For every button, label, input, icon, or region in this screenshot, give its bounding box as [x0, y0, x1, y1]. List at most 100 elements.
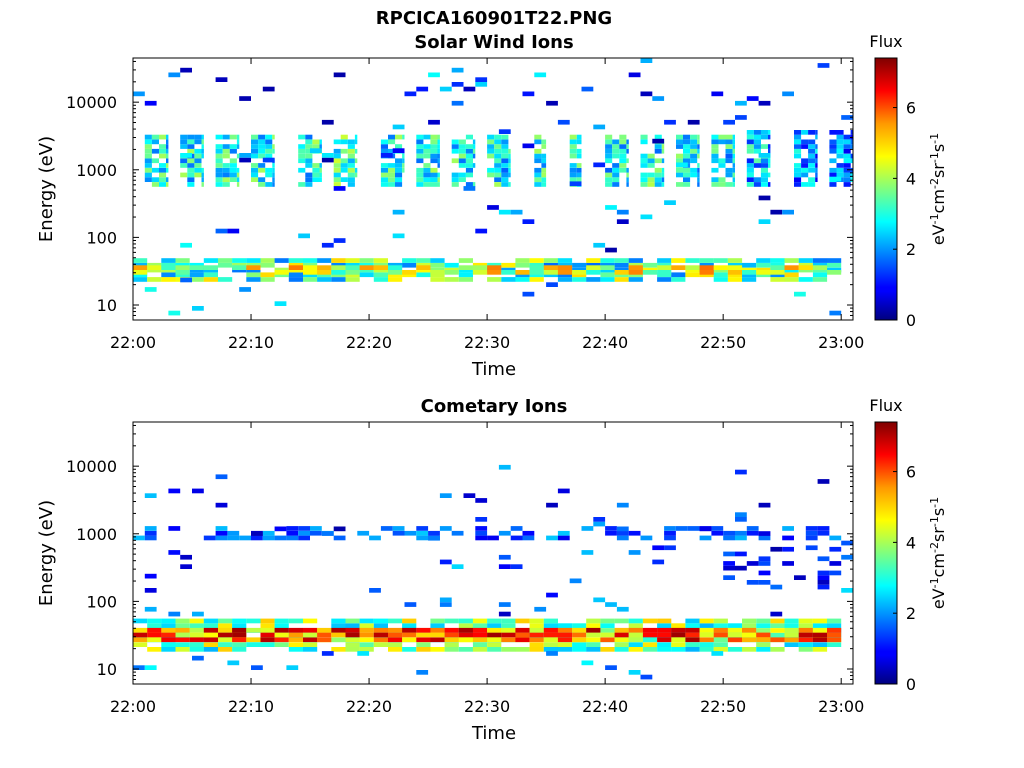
colorbar-tick-label: 4: [906, 533, 916, 552]
heatmap-cell: [600, 628, 615, 633]
heatmap-cell: [331, 270, 346, 275]
heatmap-cell: [850, 158, 853, 164]
heatmap-cell: [144, 573, 157, 579]
heatmap-cell: [147, 647, 162, 652]
heatmap-cell: [416, 167, 424, 173]
heatmap-cell: [201, 148, 204, 154]
heatmap-cell: [274, 637, 289, 643]
heatmap-cell: [711, 530, 724, 536]
heatmap-cell: [380, 182, 388, 187]
heatmap-cell: [331, 647, 346, 652]
heatmap-cell: [498, 611, 511, 617]
heatmap-cell: [723, 561, 735, 566]
heatmap-cell: [430, 167, 438, 173]
heatmap-cell: [812, 258, 828, 263]
heatmap-cell: [676, 172, 684, 178]
heatmap-cell: [794, 163, 802, 168]
heatmap-cell: [829, 176, 842, 182]
heatmap-cell: [166, 134, 169, 140]
heatmap-cell: [784, 623, 799, 628]
heatmap-cell: [494, 144, 502, 149]
heatmap-cell: [671, 272, 686, 278]
heatmap-cell: [798, 618, 813, 624]
heatmap-cell: [699, 642, 714, 647]
heatmap-cell: [430, 158, 438, 164]
colorbar-ticks: 0 2 4 6: [893, 463, 916, 694]
heatmap-cell: [388, 637, 403, 643]
heatmap-cell: [298, 526, 310, 531]
heatmap-cell: [808, 144, 816, 149]
heatmap-cell: [543, 262, 558, 268]
heatmap-cell: [395, 163, 403, 168]
heatmap-cell: [770, 258, 785, 263]
heatmap-cell: [612, 182, 620, 187]
heatmap-cell: [760, 167, 768, 173]
heatmap-cell: [699, 632, 714, 638]
heatmap-cell: [359, 632, 374, 638]
heatmap-cell: [808, 148, 816, 154]
heatmap-cell: [340, 134, 348, 140]
heatmap-cell: [458, 163, 466, 168]
heatmap-cell: [203, 267, 218, 273]
heatmap-cell: [628, 618, 643, 624]
heatmap-cell: [827, 642, 842, 647]
heatmap-cell: [458, 618, 473, 624]
heatmap-cell: [187, 139, 195, 145]
heatmap-cell: [201, 177, 204, 182]
heatmap-cell: [699, 272, 714, 278]
heatmap-cell: [272, 134, 275, 140]
heatmap-cell: [227, 228, 240, 234]
heatmap-cell: [746, 530, 759, 536]
heatmap-cell: [742, 623, 757, 628]
heatmap-cell: [572, 272, 587, 278]
heatmap-cell: [628, 632, 643, 638]
heatmap-cell: [194, 148, 202, 154]
heatmap-cell: [685, 627, 700, 633]
heatmap-cell: [166, 182, 169, 187]
heatmap-cell: [392, 233, 405, 239]
heatmap-cell: [732, 139, 735, 145]
plot-frame: [132, 57, 854, 321]
heatmap-cell: [501, 647, 516, 652]
heatmap-cell: [760, 172, 768, 178]
heatmap-cell: [756, 632, 771, 638]
heatmap-cell: [166, 177, 169, 182]
heatmap-cell: [812, 637, 828, 643]
heatmap-cell: [144, 172, 152, 178]
heatmap-cell: [232, 637, 247, 643]
heatmap-cell: [472, 153, 476, 159]
heatmap-cell: [472, 148, 476, 154]
heatmap-cell: [758, 531, 771, 536]
heatmap-cell: [727, 277, 743, 282]
heatmap-cell: [288, 642, 303, 647]
heatmap-cell: [357, 651, 370, 656]
heatmap-cell: [581, 526, 594, 531]
heatmap-cell: [430, 262, 445, 268]
heatmap-cell: [380, 526, 393, 531]
heatmap-cell: [180, 67, 192, 73]
heatmap-cell: [166, 139, 169, 145]
heatmap-cell: [194, 134, 202, 140]
heatmap-cell: [626, 144, 629, 149]
heatmap-cell: [463, 186, 476, 191]
heatmap-cell: [836, 139, 844, 145]
heatmap-cell: [685, 632, 700, 638]
heatmap-cell: [305, 163, 313, 168]
heatmap-cell: [395, 144, 403, 149]
heatmap-cell: [144, 287, 157, 292]
heatmap-cell: [345, 262, 360, 268]
heatmap-cell: [201, 153, 204, 159]
heatmap-cell: [201, 139, 204, 145]
heatmap-cell: [723, 535, 735, 541]
heatmap-cell: [808, 158, 816, 164]
heatmap-cell: [619, 167, 627, 173]
heatmap-cell: [458, 267, 473, 273]
heatmap-cell: [303, 272, 318, 278]
heatmap-cell: [746, 182, 754, 187]
heatmap-cell: [770, 611, 783, 617]
heatmap-cell: [760, 177, 768, 182]
heatmap-cell: [628, 642, 643, 647]
heatmap-cell: [458, 632, 473, 638]
heatmap-cell: [697, 163, 700, 168]
heatmap-cell: [654, 144, 662, 149]
